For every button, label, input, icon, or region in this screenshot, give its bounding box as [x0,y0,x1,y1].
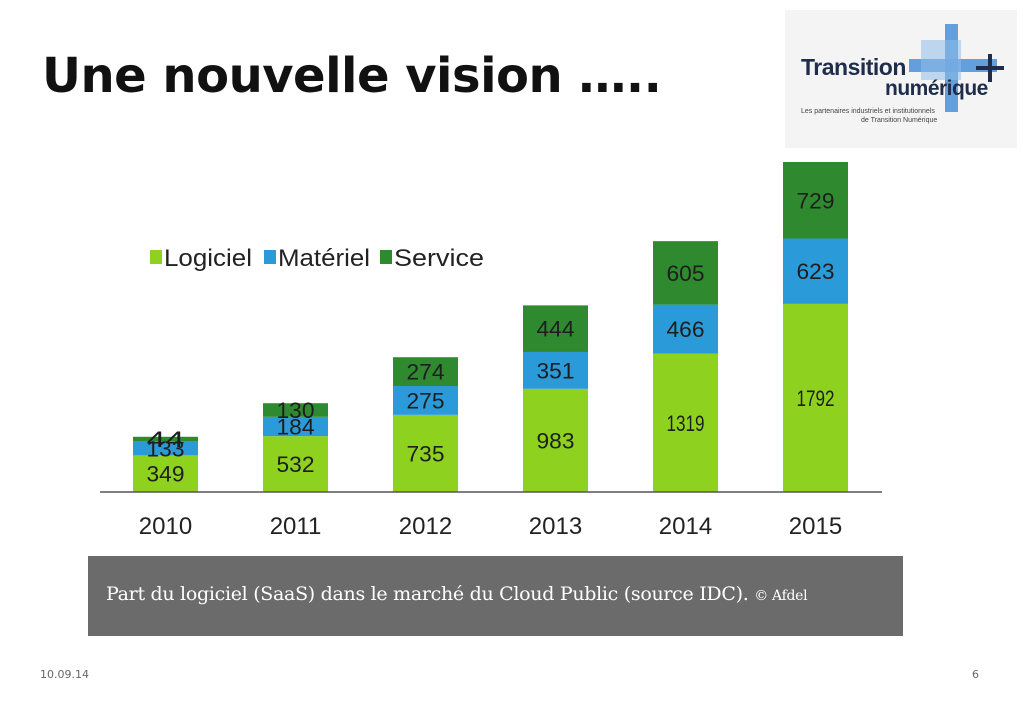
transition-numerique-logo: Transition numérique Les partenaires ind… [785,10,1017,148]
bar-logiciel-2013 [523,388,588,492]
logo-word-numerique: numérique [885,77,988,100]
x-tick-label-2012: 2012 [399,513,452,540]
logo-cross-icon [909,24,1004,112]
bar-service-2015 [783,162,848,239]
bar-logiciel-2010 [133,455,198,492]
slide-date: 10.09.14 [40,668,89,681]
bar-logiciel-2011 [263,436,328,492]
legend-label-logiciel: Logiciel [164,245,252,272]
caption-credit: © Afdel [754,588,808,604]
data-label-logiciel-2010: 349 [147,462,185,487]
bar-matériel-2011 [263,416,328,437]
legend-swatch-matériel [264,250,276,264]
chart-caption: Part du logiciel (SaaS) dans le marché d… [106,583,808,605]
x-tick-label-2014: 2014 [659,513,712,540]
data-label-logiciel-2012: 735 [407,441,445,466]
data-label-service-2012: 274 [407,360,445,385]
bar-matériel-2012 [393,385,458,415]
data-label-matériel-2011: 184 [277,415,315,440]
logo-tagline-line2: de Transition Numérique [861,117,938,124]
legend-label-service: Service [394,245,484,272]
data-label-matériel-2015: 623 [797,259,835,284]
bar-service-2010 [133,436,198,442]
data-label-matériel-2014: 466 [667,317,705,342]
legend-label-matériel: Matériel [278,245,370,272]
data-label-matériel-2013: 351 [537,358,575,383]
bar-matériel-2010 [133,441,198,456]
slide-page-number: 6 [972,668,979,681]
bar-service-2012 [393,357,458,386]
data-label-service-2011: 130 [277,398,315,423]
bar-logiciel-2014 [653,353,718,492]
data-label-logiciel-2014: 1319 [667,411,705,436]
logo-tagline-line1: Les partenaires industriels et instituti… [801,108,935,115]
bar-matériel-2015 [783,238,848,304]
data-label-logiciel-2015: 1792 [797,386,835,411]
chart-caption-bar: Part du logiciel (SaaS) dans le marché d… [88,556,903,636]
bar-matériel-2014 [653,304,718,354]
bar-matériel-2013 [523,351,588,389]
data-label-service-2014: 605 [667,261,705,286]
x-tick-label-2010: 2010 [139,513,192,540]
slide-title: Une nouvelle vision ….. [42,48,662,104]
data-label-logiciel-2013: 983 [537,428,575,453]
caption-text: Part du logiciel (SaaS) dans le marché d… [106,583,749,605]
data-label-service-2015: 729 [797,188,835,213]
x-tick-label-2013: 2013 [529,513,582,540]
data-label-service-2013: 444 [537,317,575,342]
x-tick-label-2015: 2015 [789,513,842,540]
bar-service-2011 [263,403,328,417]
stacked-bar-chart: 3491334420105321841302011735275274201298… [100,162,882,540]
logo-word-transition: Transition [801,54,906,80]
legend-swatch-service [380,250,392,264]
bar-service-2013 [523,305,588,352]
bar-service-2014 [653,241,718,305]
data-label-service-2010: 44 [147,427,185,452]
data-label-matériel-2012: 275 [407,388,445,413]
bar-logiciel-2015 [783,303,848,492]
x-tick-label-2011: 2011 [270,513,322,540]
legend-swatch-logiciel [150,250,162,264]
bar-logiciel-2012 [393,414,458,492]
data-label-logiciel-2011: 532 [277,452,315,477]
